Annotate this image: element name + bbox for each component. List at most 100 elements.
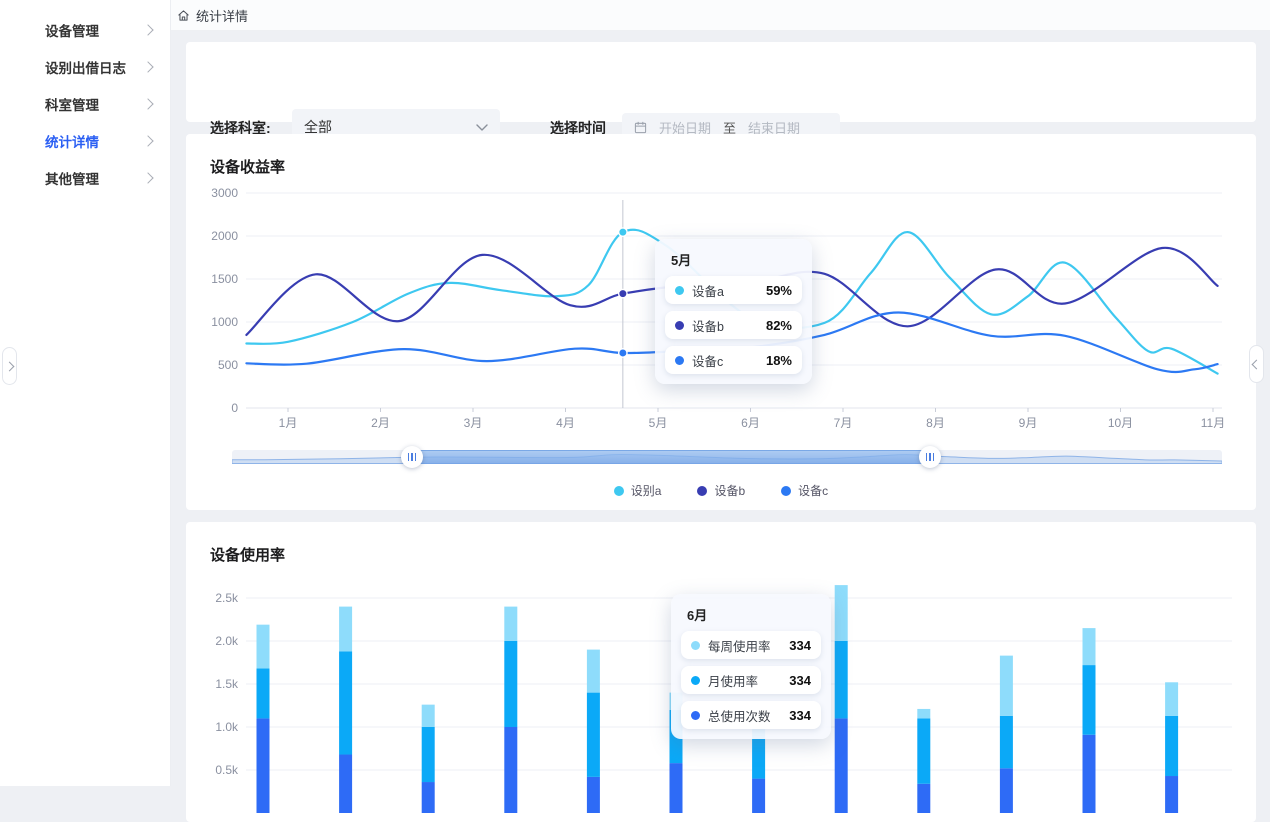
sidebar-menu: 设备管理设别出借日志 科室管理统计详情其他管理 <box>0 0 170 196</box>
y-axis-label: 1000 <box>211 315 238 329</box>
sidebar-item-0[interactable]: 设备管理 <box>0 11 170 48</box>
bar-segment-每周使用率-11月[interactable] <box>1082 628 1096 666</box>
chevron-right-icon <box>4 361 15 371</box>
right-panel-toggle[interactable] <box>1249 345 1264 383</box>
bar-segment-月使用率-1月[interactable] <box>256 668 270 719</box>
bar-segment-每周使用率-4月[interactable] <box>504 606 518 641</box>
bar-segment-总使用次数-11月[interactable] <box>1082 734 1096 813</box>
filter-card: 选择科室: 全部 选择时间 开始日期 至 结束日期 <box>186 42 1256 145</box>
tooltip-series-marker <box>675 320 684 330</box>
hover-point <box>617 227 628 238</box>
legend-item-0[interactable]: 设别a <box>613 482 661 499</box>
sidebar-item-label: 科室管理 <box>45 97 99 113</box>
bar-segment-总使用次数-8月[interactable] <box>834 718 848 813</box>
bar-segment-每周使用率-2月[interactable] <box>339 606 353 652</box>
usage-chart-title: 设备使用率 <box>210 547 286 564</box>
bar-segment-每周使用率-9月[interactable] <box>917 708 931 719</box>
tooltip-row: 设备a 59% <box>665 276 802 304</box>
bar-segment-月使用率-2月[interactable] <box>339 651 353 755</box>
bar-segment-月使用率-4月[interactable] <box>504 641 518 727</box>
bar-segment-月使用率-11月[interactable] <box>1082 665 1096 735</box>
sidebar: 设备管理设别出借日志 科室管理统计详情其他管理 <box>0 0 171 786</box>
datazoom-left-handle[interactable] <box>401 446 423 468</box>
revenue-chart-title: 设备收益率 <box>210 159 286 176</box>
x-axis-label: 4月 <box>556 416 575 430</box>
tooltip-series-marker <box>675 285 684 295</box>
x-axis-label: 7月 <box>834 416 853 430</box>
home-icon <box>178 9 189 21</box>
sidebar-item-4[interactable]: 其他管理 <box>0 159 170 196</box>
bar-segment-总使用次数-3月[interactable] <box>421 782 435 813</box>
sidebar-item-label: 统计详情 <box>45 134 99 150</box>
bar-segment-总使用次数-7月[interactable] <box>752 778 766 813</box>
start-date-input[interactable]: 开始日期 <box>659 120 712 136</box>
y-axis-label: 2.5k <box>215 591 239 605</box>
bar-segment-月使用率-12月[interactable] <box>1165 715 1179 777</box>
bar-segment-每周使用率-12月[interactable] <box>1165 682 1179 716</box>
sidebar-item-label: 设别出借日志 <box>45 60 126 76</box>
sidebar-item-label: 设备管理 <box>45 23 99 39</box>
time-filter-label: 选择时间 <box>550 120 606 136</box>
line-chart-tooltip: 5月 设备a 59% 设备b 82% 设备c 18% <box>655 239 812 384</box>
x-axis-label: 10月 <box>1108 416 1133 430</box>
breadcrumb[interactable]: 统计详情 <box>170 0 248 30</box>
legend-item-2[interactable]: 设备c <box>781 482 828 499</box>
legend-label: 设备c <box>798 484 829 498</box>
tooltip-series-value: 18% <box>765 352 792 368</box>
legend-marker <box>613 485 624 496</box>
calendar-icon <box>634 121 647 133</box>
tooltip-row: 设备b 82% <box>665 311 802 339</box>
tooltip-row: 每周使用率 334 <box>681 631 821 659</box>
date-range-separator: 至 <box>723 120 737 136</box>
chevron-right-icon <box>142 134 154 147</box>
y-axis-label: 1.0k <box>215 720 239 734</box>
bar-segment-总使用次数-2月[interactable] <box>339 754 353 813</box>
datazoom-slider[interactable] <box>232 446 1222 468</box>
sidebar-item-1[interactable]: 设别出借日志 <box>0 48 170 85</box>
bar-segment-月使用率-8月[interactable] <box>834 641 848 719</box>
left-panel-toggle[interactable] <box>2 347 17 385</box>
legend-marker <box>697 485 708 496</box>
end-date-input[interactable]: 结束日期 <box>748 120 801 136</box>
tooltip-series-label: 月使用率 <box>708 674 759 689</box>
y-axis-label: 2000 <box>211 229 238 243</box>
tooltip-row: 月使用率 334 <box>681 666 821 694</box>
bar-segment-总使用次数-6月[interactable] <box>669 763 683 813</box>
bar-segment-月使用率-5月[interactable] <box>586 692 600 777</box>
y-axis-label: 1.5k <box>215 677 239 691</box>
bar-segment-每周使用率-3月[interactable] <box>421 704 435 727</box>
sidebar-item-2[interactable]: 科室管理 <box>0 85 170 122</box>
bar-segment-总使用次数-5月[interactable] <box>586 776 600 813</box>
tooltip-row: 设备c 18% <box>665 346 802 374</box>
bar-segment-每周使用率-1月[interactable] <box>256 624 270 669</box>
x-axis-label: 5月 <box>649 416 668 430</box>
bar-segment-每周使用率-5月[interactable] <box>586 649 600 693</box>
tooltip-series-label: 设备c <box>692 354 724 369</box>
bar-segment-每周使用率-10月[interactable] <box>999 655 1013 716</box>
bar-segment-总使用次数-12月[interactable] <box>1165 776 1179 813</box>
bar-segment-总使用次数-1月[interactable] <box>256 718 270 813</box>
legend-item-1[interactable]: 设备b <box>697 482 745 499</box>
tooltip-series-marker <box>691 710 700 720</box>
chevron-right-icon <box>142 23 154 36</box>
x-axis-label: 9月 <box>1019 416 1038 430</box>
bar-segment-月使用率-3月[interactable] <box>421 727 435 783</box>
datazoom-right-handle[interactable] <box>919 446 941 468</box>
x-axis-label: 1月 <box>279 416 298 430</box>
sidebar-item-3[interactable]: 统计详情 <box>0 122 170 159</box>
x-axis-label: 2月 <box>371 416 390 430</box>
bar-segment-总使用次数-10月[interactable] <box>999 768 1013 813</box>
bar-segment-月使用率-9月[interactable] <box>917 718 931 784</box>
datazoom-selected-range[interactable] <box>412 450 930 464</box>
tooltip-series-marker <box>691 640 700 650</box>
legend-marker <box>781 485 792 496</box>
tooltip-series-label: 总使用次数 <box>708 709 771 724</box>
tooltip-series-value: 334 <box>789 707 811 723</box>
bar-segment-总使用次数-9月[interactable] <box>917 783 931 813</box>
bar-segment-每周使用率-8月[interactable] <box>834 585 848 641</box>
bar-segment-总使用次数-4月[interactable] <box>504 727 518 813</box>
x-axis-label: 3月 <box>464 416 483 430</box>
tooltip-series-label: 设备b <box>692 319 724 334</box>
chevron-down-icon <box>476 123 488 131</box>
bar-segment-月使用率-10月[interactable] <box>999 715 1013 769</box>
